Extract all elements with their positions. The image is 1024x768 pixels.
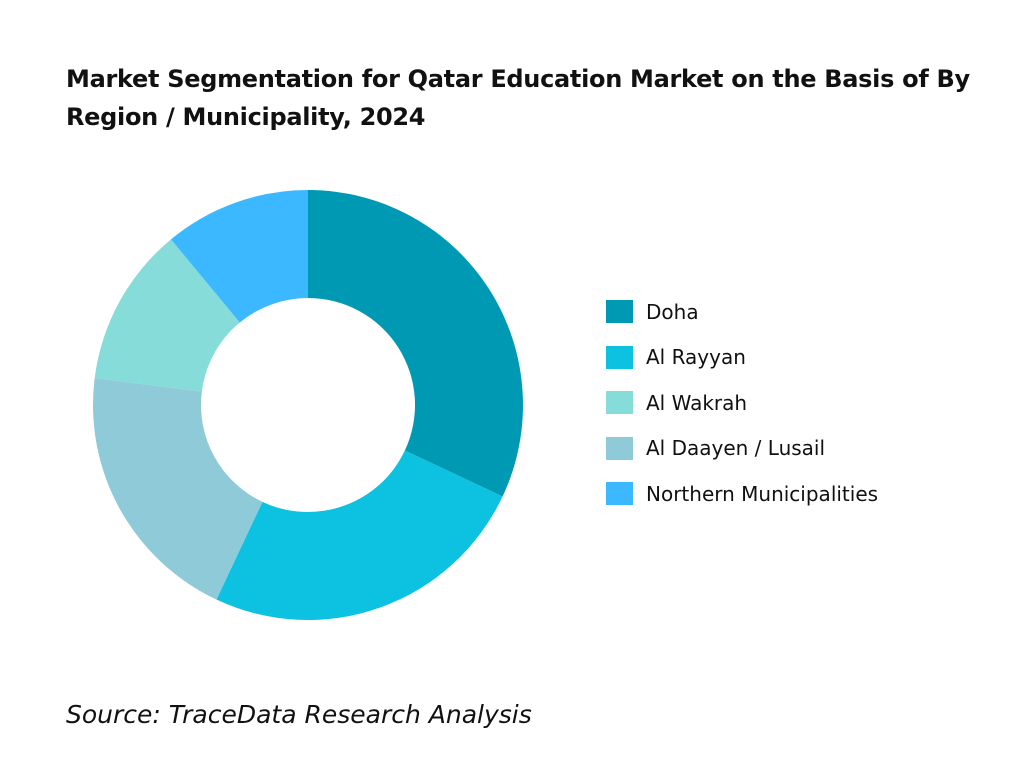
legend-label: Northern Municipalities bbox=[646, 481, 879, 506]
legend-swatch bbox=[606, 436, 633, 460]
slice-northern-municipalities bbox=[170, 190, 308, 323]
legend-item: Al Rayyan bbox=[606, 335, 878, 381]
legend-item: Al Daayen / Lusail bbox=[606, 426, 878, 472]
legend-swatch bbox=[606, 300, 633, 324]
chart-title: Market Segmentation for Qatar Education … bbox=[66, 65, 970, 131]
slice-doha bbox=[308, 190, 523, 497]
legend-label: Al Daayen / Lusail bbox=[646, 436, 826, 461]
legend-item: Al Wakrah bbox=[606, 380, 878, 426]
legend-swatch bbox=[606, 482, 633, 506]
legend-label: Doha bbox=[646, 299, 699, 324]
slice-al-wakrah bbox=[94, 239, 240, 392]
legend-label: Al Rayyan bbox=[646, 345, 746, 370]
legend-swatch bbox=[606, 391, 633, 415]
legend: Doha Al Rayyan Al Wakrah Al Daayen / Lusail… bbox=[606, 289, 878, 517]
legend-item: Doha bbox=[606, 289, 878, 335]
legend-swatch bbox=[606, 345, 633, 369]
slice-al-rayyan bbox=[216, 450, 503, 620]
slice-al-daayen-lusail bbox=[93, 378, 263, 600]
legend-label: Al Wakrah bbox=[646, 390, 748, 415]
legend-item: Northern Municipalities bbox=[606, 471, 878, 517]
source-note: Source: TraceData Research Analysis bbox=[66, 700, 532, 729]
